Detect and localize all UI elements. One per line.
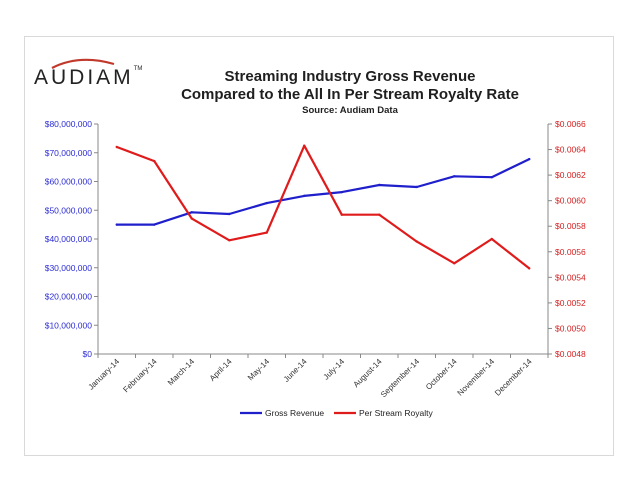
- logo-tm: TM: [133, 66, 143, 72]
- gross-revenue-point: [190, 211, 193, 214]
- chart-title: Streaming Industry Gross Revenue: [224, 68, 476, 85]
- per-stream-royalty-point: [340, 213, 343, 216]
- gross-revenue-point: [453, 175, 456, 178]
- y-right-tick-label: $0.0060: [555, 196, 586, 206]
- y-left-tick-label: $60,000,000: [45, 177, 93, 187]
- y-left-tick-label: $10,000,000: [45, 320, 93, 330]
- x-tick-label: September-14: [379, 357, 422, 400]
- x-tick-label: December-14: [493, 357, 534, 398]
- x-tick-label: March-14: [166, 357, 197, 388]
- per-stream-royalty-point: [190, 217, 193, 220]
- gross-revenue-point: [378, 183, 381, 187]
- y-right-tick-label: $0.0054: [555, 272, 586, 282]
- audiam-logo: AUDIAMTM: [34, 56, 144, 96]
- legend-per-stream-royalty-label: Per Stream Royalty: [359, 408, 433, 418]
- gross-revenue-point: [490, 175, 493, 179]
- per-stream-royalty-point: [265, 231, 268, 234]
- y-right-tick-label: $0.0062: [555, 170, 586, 180]
- y-right-tick-label: $0.0056: [555, 247, 586, 257]
- y-right-tick-label: $0.0052: [555, 298, 586, 308]
- per-stream-royalty-point: [490, 237, 493, 241]
- gross-revenue-point: [415, 185, 418, 189]
- gross-revenue-point: [228, 212, 231, 216]
- legend-gross-revenue-label: Gross Revenue: [265, 408, 324, 418]
- y-right-tick-label: $0.0048: [555, 349, 586, 359]
- y-left-tick-label: $20,000,000: [45, 292, 93, 302]
- per-stream-royalty-point: [453, 262, 456, 265]
- per-stream-royalty-point: [528, 267, 531, 270]
- chart-title-block: Streaming Industry Gross Revenue Compare…: [150, 68, 550, 118]
- x-tick-label: April-14: [208, 357, 234, 383]
- x-tick-label: May-14: [246, 357, 272, 383]
- y-left-tick-label: $80,000,000: [45, 119, 93, 129]
- x-tick-label: August-14: [352, 357, 385, 390]
- gross-revenue-point: [265, 201, 268, 205]
- x-tick-label: June-14: [282, 357, 309, 384]
- logo-text: AUDIAM: [34, 66, 134, 89]
- gross-revenue-line: [116, 158, 530, 226]
- gross-revenue-point: [303, 194, 306, 198]
- y-right-tick-label: $0.0058: [555, 221, 586, 231]
- y-left-tick-label: $50,000,000: [45, 205, 93, 215]
- x-tick-label: November-14: [456, 357, 497, 398]
- per-stream-royalty-point: [228, 239, 231, 242]
- y-right-tick-label: $0.0064: [555, 145, 586, 155]
- per-stream-royalty-point: [153, 159, 156, 163]
- x-tick-label: January-14: [86, 357, 121, 392]
- x-tick-label: October-14: [424, 357, 459, 392]
- per-stream-royalty-point: [415, 240, 418, 243]
- per-stream-royalty-point: [378, 213, 381, 216]
- gross-revenue-point: [528, 157, 531, 161]
- x-tick-label: February-14: [121, 357, 159, 395]
- per-stream-royalty-line: [116, 144, 530, 270]
- logo-swoosh-icon: [51, 58, 115, 69]
- per-stream-royalty-point: [303, 144, 306, 147]
- chart-source: Source: Audiam Data: [302, 105, 398, 116]
- y-left-tick-label: $30,000,000: [45, 263, 93, 273]
- y-right-tick-label: $0.0066: [555, 119, 586, 129]
- chart-subtitle: Compared to the All In Per Stream Royalt…: [181, 86, 519, 103]
- gross-revenue-point: [340, 190, 343, 194]
- y-left-tick-label: $70,000,000: [45, 148, 93, 158]
- y-right-tick-label: $0.0050: [555, 323, 586, 333]
- slide-frame: [24, 36, 614, 456]
- gross-revenue-point: [153, 223, 156, 226]
- y-left-tick-label: $0: [83, 349, 93, 359]
- x-tick-label: July-14: [322, 357, 347, 382]
- y-left-tick-label: $40,000,000: [45, 234, 93, 244]
- gross-revenue-point: [115, 223, 118, 226]
- per-stream-royalty-point: [115, 145, 118, 149]
